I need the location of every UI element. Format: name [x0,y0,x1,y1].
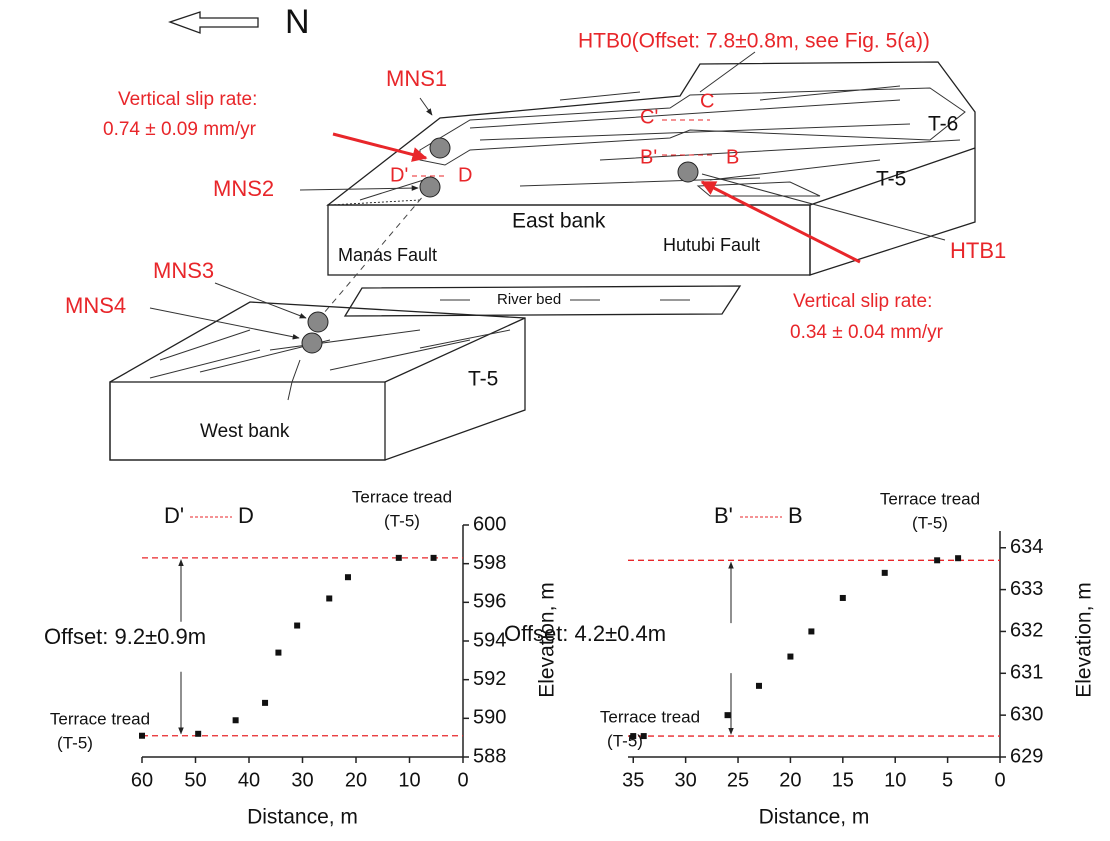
site-label: MNS2 [213,176,274,201]
data-point [326,595,332,601]
lower-label: (T-5) [607,731,643,750]
data-point [396,555,402,561]
site-label: MNS4 [65,293,126,318]
x-tick-label: 50 [184,769,206,791]
data-point [725,712,731,718]
x-tick-label: 60 [131,769,153,791]
data-point [345,574,351,580]
data-point [233,717,239,723]
lower-label: Terrace tread [600,707,700,726]
y-tick-label: 634 [1010,536,1043,558]
x-tick-label: 35 [622,769,644,791]
y-tick-label: 632 [1010,620,1043,642]
x-tick-label: 20 [345,769,367,791]
x-tick-label: 30 [675,769,697,791]
x-tick-label: 10 [884,769,906,791]
x-tick-label: 15 [832,769,854,791]
river-label: River bed [497,291,561,308]
data-point [787,654,793,660]
x-axis-label: Distance, m [759,806,870,829]
data-point [262,700,268,706]
x-tick-label: 20 [779,769,801,791]
upper-label: Terrace tread [880,489,980,508]
y-tick-label: 588 [473,745,506,767]
terrace-label: T-5 [876,168,906,191]
profile-label: D [458,164,472,186]
fault-label: Hutubi Fault [663,235,760,255]
profile-end: D [238,503,254,528]
x-tick-label: 5 [942,769,953,791]
x-tick-label: 0 [457,769,468,791]
profile-label: B' [640,146,657,168]
y-tick-label: 596 [473,591,506,613]
profile-label: C' [640,106,658,128]
rate-label: Vertical slip rate: [793,291,932,312]
profile-end: B [788,503,803,528]
site-label: MNS3 [153,258,214,283]
upper-label: Terrace tread [352,487,452,506]
profile-start: B' [714,503,733,528]
y-tick-label: 631 [1010,662,1043,684]
data-point [431,555,437,561]
y-tick-label: 594 [473,629,506,651]
y-tick-label: 630 [1010,703,1043,725]
profile-label: B [726,146,739,168]
upper-label: (T-5) [912,513,948,532]
data-point [840,595,846,601]
bank-label: West bank [200,421,290,442]
terrace-label: T-6 [928,113,958,136]
data-point [808,628,814,634]
y-axis-label: Elevation, m [1073,582,1096,698]
y-tick-label: 598 [473,552,506,574]
offset-label: Offset: 9.2±0.9m [44,624,206,649]
lower-label: Terrace tread [50,709,150,728]
y-tick-label: 633 [1010,578,1043,600]
x-tick-label: 40 [238,769,260,791]
data-point [756,683,762,689]
upper-label: (T-5) [384,511,420,530]
htb0-label: HTB0(Offset: 7.8±0.8m, see Fig. 5(a)) [578,30,930,53]
north-arrow [170,12,258,33]
y-tick-label: 592 [473,668,506,690]
rate-value: 0.34 ± 0.04 mm/yr [790,322,944,343]
north-label: N [285,3,310,41]
terrace-label: T-5 [468,368,498,391]
data-point [275,650,281,656]
x-axis-label: Distance, m [247,806,358,829]
data-point [882,570,888,576]
fault-label: Manas Fault [338,245,437,265]
site-label: HTB1 [950,238,1006,263]
data-point [934,557,940,563]
rate-value: 0.74 ± 0.09 mm/yr [103,119,257,140]
x-tick-label: 30 [291,769,313,791]
bank-label: East bank [512,210,606,233]
figure: N HTB0(Offset: 7.8±0.8m, see Fig. 5(a)) … [0,0,1110,841]
x-tick-label: 0 [994,769,1005,791]
x-tick-label: 10 [398,769,420,791]
profile-label: D' [390,164,408,186]
y-tick-label: 600 [473,513,506,535]
data-point [294,623,300,629]
data-point [195,731,201,737]
data-point [955,555,961,561]
rate-label: Vertical slip rate: [118,89,257,110]
profile-label: C [700,90,714,112]
y-tick-label: 590 [473,707,506,729]
y-tick-label: 629 [1010,745,1043,767]
x-tick-label: 25 [727,769,749,791]
offset-label: Offset: 4.2±0.4m [504,621,666,646]
lower-label: (T-5) [57,733,93,752]
profile-start: D' [164,503,184,528]
site-label: MNS1 [386,66,447,91]
page: {"diagram": { "north": "N", "htb0": "HTB… [0,0,1110,841]
data-point [139,733,145,739]
